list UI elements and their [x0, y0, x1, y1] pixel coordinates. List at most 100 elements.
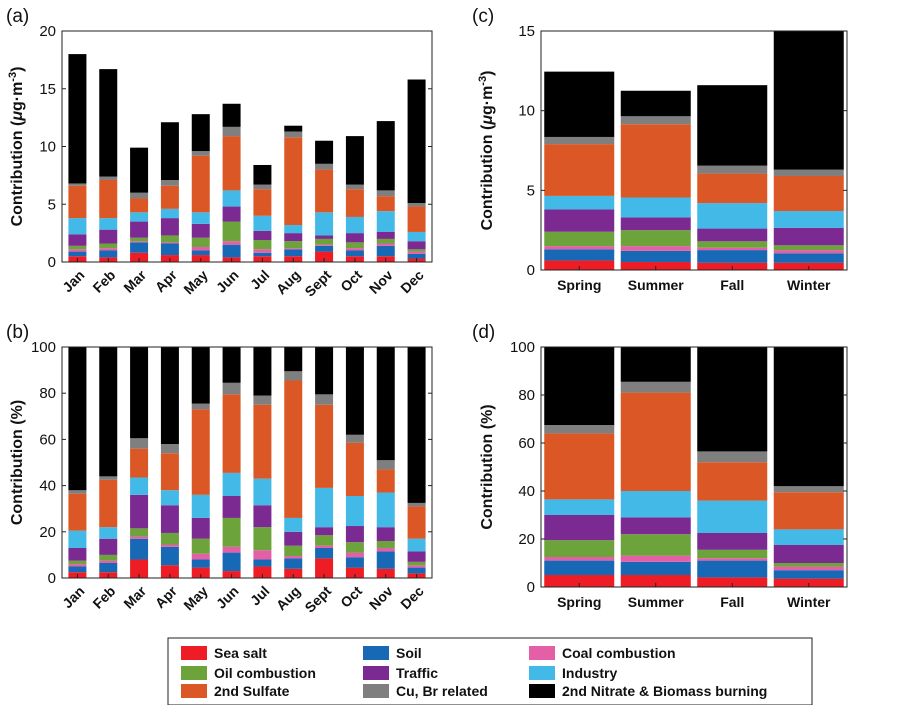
y-tick-label: 0 — [527, 262, 535, 279]
bar-segment — [697, 558, 768, 561]
bar-segment — [345, 216, 364, 234]
bar-segment — [620, 534, 691, 556]
x-tick-label: Summer — [628, 594, 685, 610]
bar-segment — [130, 242, 149, 253]
bar-segment — [99, 176, 118, 180]
legend-label: Soil — [396, 645, 422, 661]
bar-segment — [130, 192, 149, 199]
x-tick-label: Jun — [213, 583, 242, 612]
bars — [68, 54, 426, 262]
bar-segment — [222, 394, 241, 473]
bar-segment — [697, 173, 768, 204]
bar-segment — [315, 140, 334, 164]
bar-segment — [160, 546, 179, 566]
bar-segment — [697, 241, 768, 248]
bar-segment — [376, 196, 395, 212]
bar-segment — [191, 347, 210, 404]
bar-segment — [697, 228, 768, 242]
bar-segment — [345, 347, 364, 435]
bar-segment — [68, 234, 87, 246]
bar-segment — [315, 245, 334, 252]
y-tick-label: 80 — [518, 387, 535, 404]
bar-segment — [345, 567, 364, 578]
legend-item-oil: Oil combustion — [181, 665, 316, 681]
bar-segment — [315, 169, 334, 213]
bar-segment — [160, 208, 179, 219]
x-tick-label: Spring — [557, 277, 601, 293]
bar-segment — [697, 85, 768, 166]
bar-segment — [620, 124, 691, 198]
x-tick-label: Aug — [273, 267, 304, 298]
bar-segment — [697, 451, 768, 463]
bar-segment — [697, 247, 768, 251]
x-tick-label: Oct — [337, 267, 365, 295]
bar-segment — [376, 243, 395, 246]
bar-segment — [99, 479, 118, 528]
bar-segment — [620, 217, 691, 231]
bar-segment — [253, 505, 272, 528]
bar-segment — [191, 409, 210, 495]
bar-segment — [99, 476, 118, 480]
bar-segment — [544, 515, 615, 541]
bar-segment — [222, 241, 241, 245]
bar-segment — [376, 551, 395, 569]
bar-segment — [68, 183, 87, 186]
bar-segment — [697, 462, 768, 501]
bar-segment — [620, 347, 691, 382]
bar-segment — [191, 538, 210, 554]
bar-segment — [407, 241, 426, 250]
bar-segment — [160, 490, 179, 506]
bar-segment — [191, 246, 210, 251]
bar-segment — [160, 242, 179, 244]
bar-segment — [68, 560, 87, 565]
legend-swatch — [181, 684, 207, 698]
bar-segment — [407, 253, 426, 259]
bar-segment — [376, 469, 395, 493]
bar-segment — [253, 184, 272, 190]
bar-segment — [191, 553, 210, 560]
bar-segment — [68, 566, 87, 573]
bar-segment — [222, 136, 241, 191]
bar-segment — [345, 136, 364, 185]
bar-segment — [544, 499, 615, 515]
bar-segment — [620, 90, 691, 117]
bar-segment — [620, 561, 691, 575]
bar-segment — [345, 442, 364, 496]
bar-segment — [191, 237, 210, 247]
bar-segment — [773, 570, 844, 579]
bar-segment — [191, 517, 210, 539]
bar-segment — [544, 231, 615, 247]
bar-segment — [315, 547, 334, 559]
bar-segment — [130, 212, 149, 222]
bar-segment — [773, 578, 844, 587]
y-tick-label: 20 — [39, 23, 56, 40]
bar-segment — [130, 438, 149, 449]
bar-segment — [620, 491, 691, 518]
bar-segment — [130, 241, 149, 243]
bar-segment — [284, 371, 303, 381]
bar-segment — [315, 347, 334, 395]
bar-segment — [773, 169, 844, 176]
legend-item-coal: Coal combustion — [529, 645, 676, 661]
bar-segment — [697, 560, 768, 578]
bar-segment — [407, 206, 426, 232]
x-tick-label: Winter — [787, 277, 831, 293]
bar-segment — [222, 206, 241, 222]
bar-segment — [284, 347, 303, 372]
bar-segment — [620, 250, 691, 263]
bar-segment — [697, 203, 768, 229]
bar-segment — [99, 527, 118, 539]
y-axis-label: Contribution (%) — [9, 400, 26, 525]
bar-segment — [376, 190, 395, 197]
x-tick-label: May — [180, 583, 211, 614]
x-tick-label: Jan — [59, 267, 87, 295]
x-tick-label: Apr — [152, 582, 181, 611]
legend-item-cubr: Cu, Br related — [363, 683, 488, 699]
y-tick-label: 20 — [39, 524, 56, 541]
x-tick-label: Mar — [120, 266, 149, 295]
y-tick-label: 100 — [510, 339, 535, 356]
bar-segment — [773, 545, 844, 563]
bar-segment — [544, 557, 615, 561]
legend-swatch — [529, 646, 555, 660]
